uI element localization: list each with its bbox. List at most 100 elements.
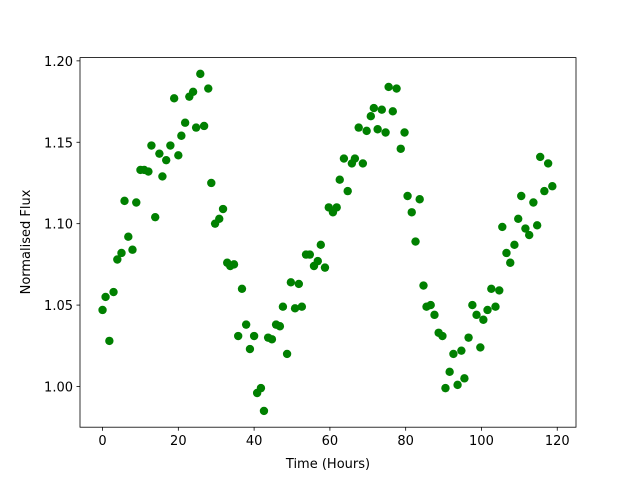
point [392,84,401,93]
point [476,343,485,352]
point [362,126,371,136]
point [525,230,534,240]
point [147,141,156,150]
point [388,107,397,116]
point [377,105,387,114]
plot-frame [79,57,577,428]
point [188,87,198,96]
point [441,383,450,393]
point [498,222,507,232]
point [495,286,504,295]
point [532,221,542,230]
point [245,344,255,354]
point [384,82,393,92]
point [215,214,224,223]
point [438,331,447,341]
point [98,305,107,315]
x-tick-label: 100 [469,434,494,449]
point [419,281,428,290]
x-tick-label: 20 [170,434,187,449]
point [491,302,500,311]
x-tick-label: 0 [98,434,106,449]
point [453,380,462,390]
point [396,144,405,153]
point [233,331,243,341]
point [177,131,186,140]
point [407,208,416,217]
point [540,186,549,196]
point [313,256,322,266]
point [144,167,153,176]
point [464,333,473,342]
x-tick-label: 60 [322,434,339,449]
point [449,349,458,359]
point [366,112,376,121]
point [151,212,160,222]
point [548,182,557,191]
y-tick-label: 1.05 [44,299,73,314]
point [196,69,205,79]
point [207,178,216,188]
point [256,383,266,393]
point [166,141,175,150]
point [426,300,435,310]
point [517,191,526,201]
x-axis-label: Time (Hours) [285,457,370,472]
point [204,84,213,93]
x-tick-label: 120 [545,434,570,449]
point [483,305,492,315]
point [132,198,141,207]
point [479,315,488,324]
point [350,154,360,163]
point [267,335,277,344]
point [117,248,126,258]
point [415,195,424,204]
point [373,125,382,134]
point [120,196,129,206]
y-axis-label: Normalised Flux [19,189,34,294]
point [354,123,363,132]
point [109,287,118,297]
point [237,284,247,294]
point [282,349,292,359]
point [294,279,304,289]
point [180,118,190,127]
point [278,302,288,311]
point [249,331,259,341]
y-tick-label: 1.00 [44,380,73,395]
point [229,260,239,269]
y-tick-label: 1.20 [44,55,73,70]
point [218,204,228,214]
point [155,149,164,158]
point [174,151,183,160]
point [241,320,251,329]
point [502,248,511,258]
point [105,336,114,346]
point [411,237,420,246]
point [158,172,167,181]
point [290,304,300,313]
point [487,284,496,294]
point [199,121,209,131]
point [358,159,368,168]
y-tick-label: 1.10 [44,218,73,233]
point [113,255,122,264]
point [403,191,412,201]
point [169,94,179,103]
point [381,128,390,137]
point [468,300,477,310]
point [543,159,553,168]
point [332,203,341,212]
y-tick-label: 1.15 [44,136,73,151]
point [339,154,349,163]
point [124,232,133,241]
point [128,245,137,254]
point [514,214,523,223]
point [320,263,330,272]
point [191,123,201,132]
point [259,406,269,416]
point [457,346,466,355]
x-tick-label: 40 [246,434,263,449]
